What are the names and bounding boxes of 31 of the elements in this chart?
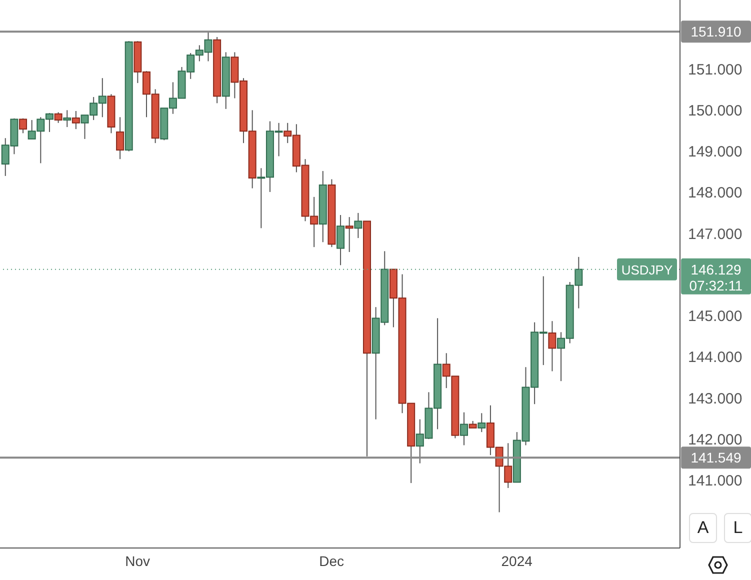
candlestick [354,212,362,239]
y-tick-label: 144.000 [688,349,742,366]
y-tick-label: 151.000 [688,61,742,78]
candlestick [63,110,72,128]
text: 07:32:11 [689,277,743,294]
candlestick [548,320,556,372]
annotation: USDJPY [621,262,673,278]
y-tick-label: 149.000 [688,144,742,161]
x-tick-label: Nov [125,552,150,569]
y-tick-label: 147.000 [688,226,742,243]
y-tick-label: 150.000 [688,102,742,120]
candlestick [54,112,62,124]
candlestick [345,216,354,253]
candlestick [460,412,468,446]
candlestick [116,116,124,160]
x-tick-label: Dec [319,552,344,569]
ref-line-label: 141.549 [690,450,742,466]
y-tick-label: 142.000 [688,431,742,448]
ref-line-label: 146.129 [690,261,742,278]
candlestick [19,118,28,134]
candlestick [336,214,345,266]
y-tick-label: 148.000 [688,184,742,202]
x-tick-label: 2024 [501,552,533,569]
candlestick [478,412,486,433]
y-tick-label: 141.000 [688,472,742,490]
y-tick-label: 145.000 [688,308,742,326]
candlestick [72,110,80,130]
ref-line-label: 151.910 [690,24,742,40]
chart-button: A [689,513,717,543]
chart-button: L [724,513,751,543]
y-tick-label: 143.000 [688,390,742,408]
